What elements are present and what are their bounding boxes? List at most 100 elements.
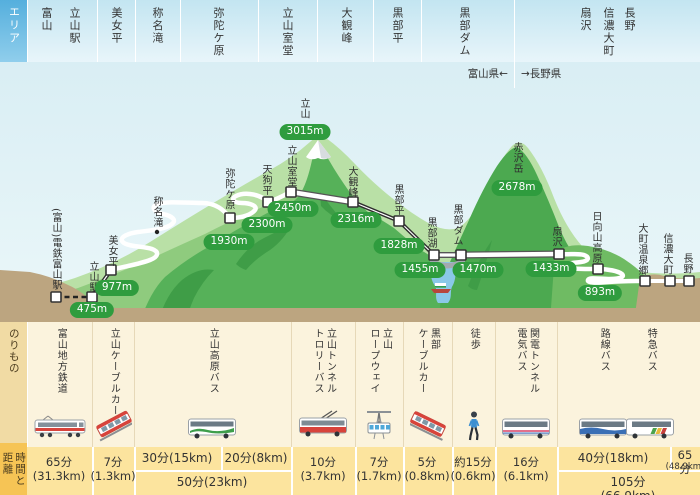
- time-cell-kurobe-cablecar: 5分 (0.8km): [404, 455, 450, 483]
- time-cell-railway: 65分 (31.3km): [32, 455, 86, 483]
- time-span-bus-total: 105分(66.9km): [601, 475, 656, 495]
- header-divider: [421, 0, 422, 62]
- prefecture-nagano-label: →長野県: [521, 68, 562, 80]
- elevation-badge: 1930m: [203, 234, 255, 250]
- time-cell-highland-bus-2: 20分(8km): [224, 451, 288, 465]
- station-marker: [428, 249, 440, 261]
- boat: [431, 283, 451, 293]
- mode-kurobe-cablecar: 黒部 ケーブルカー: [416, 328, 440, 394]
- mode-divider: [452, 322, 453, 447]
- train-icon: [34, 415, 86, 438]
- station-marker: [393, 215, 405, 227]
- mode-divider: [92, 322, 93, 447]
- snow-cap-shade: [318, 140, 331, 159]
- label-hinatayama: 日向山高原: [590, 211, 601, 264]
- header-station-kurobe-dam: 黒部ダム: [458, 7, 472, 57]
- mode-divider: [355, 322, 356, 447]
- mode-highland-bus: 立山高原バス: [207, 328, 219, 394]
- mode-toyama-railway: 富山地方鉄道: [55, 328, 67, 394]
- header-station-midagahara: 弥陀ケ原: [212, 7, 226, 57]
- label-shomyodaki: 称名滝: [151, 196, 162, 228]
- time-row-divider: [134, 470, 291, 472]
- elevation-badge: 1828m: [373, 238, 425, 254]
- express-bus-icon: [626, 418, 674, 439]
- elevation-badge: 2678m: [491, 180, 543, 196]
- vehicles-header-cell: のりもの: [0, 322, 28, 443]
- station-marker: [553, 248, 565, 260]
- station-marker: [683, 275, 695, 287]
- time-cell-trolleybus: 10分 (3.7km): [300, 455, 346, 483]
- label-kurobedaira: 黒部平: [392, 184, 403, 216]
- header-divider: [180, 0, 181, 62]
- header-divider: [373, 0, 374, 62]
- label-akasawadake: 赤沢岳: [511, 142, 522, 174]
- local-bus-icon: [579, 418, 627, 439]
- header-divider: [317, 0, 318, 62]
- elevation-badge: 1455m: [394, 262, 446, 278]
- time-divider: [452, 447, 454, 495]
- kanden-tunnel-line: [460, 250, 560, 259]
- walk-icon: [468, 411, 480, 441]
- label-midagahara: 弥陀ケ原: [223, 168, 234, 210]
- station-marker: [664, 275, 676, 287]
- kurobe-cablecar-icon: [410, 411, 446, 441]
- mode-divider: [495, 322, 496, 447]
- label-dentetsu-toyama: (富山)電鉄富山駅: [50, 208, 61, 291]
- trolleybus-icon: [299, 410, 347, 437]
- mode-local-bus: 路線バス: [598, 328, 610, 372]
- label-daikanbo: 大観峰: [346, 166, 357, 198]
- label-omachi-onsen: 大町温泉郷: [636, 223, 647, 276]
- time-distance-header-cell: 時間と 距離: [0, 443, 28, 495]
- header-station-bijodaira: 美女平: [110, 7, 124, 45]
- header-station-tateyama-sta: 立山駅: [68, 7, 82, 45]
- time-divider: [355, 447, 357, 495]
- label-ogizawa: 扇沢: [550, 226, 561, 247]
- transport-panel: のりもの 時間と 距離 富山地方鉄道 立山ケーブルカー 立山高原バス 立山トンネ…: [0, 322, 700, 495]
- elevation-badge: 893m: [577, 285, 623, 301]
- time-divider: [221, 447, 223, 470]
- time-divider: [670, 447, 672, 470]
- header-station-shomyodaki: 称名滝: [151, 7, 165, 45]
- station-marker: [50, 291, 62, 303]
- mode-kanden-electric-bus: 関電トンネル 電気バス: [515, 328, 539, 394]
- station-marker: [455, 249, 467, 261]
- header-station-toyama: 富山: [40, 7, 54, 32]
- time-cell-express-km: (48.9km): [665, 462, 700, 472]
- header-station-kurobedaira: 黒部平: [391, 7, 405, 45]
- elevation-badge: 977m: [94, 280, 140, 296]
- header-station-ogizawa: 扇沢: [579, 7, 593, 32]
- header-divider: [514, 0, 515, 62]
- elevation-badge: 3015m: [279, 124, 331, 140]
- label-tateyama-sta: 立山駅: [87, 261, 98, 293]
- time-cell-local-bus: 40分(18km): [577, 451, 649, 465]
- station-marker: [105, 264, 117, 276]
- tunnel-trolleybus-line: [290, 188, 354, 206]
- label-tengudaira: 天狗平: [260, 164, 271, 196]
- label-murodo: 立山室堂: [285, 145, 296, 187]
- header-divider: [135, 0, 136, 62]
- station-marker: [639, 275, 651, 287]
- time-distance-label: 時間と 距離: [1, 451, 27, 487]
- station-marker: [86, 291, 98, 303]
- station-markers: [50, 186, 695, 303]
- time-cell-tateyama-cablecar: 7分 (1.3km): [90, 455, 136, 483]
- header-station-nagano: 長野: [623, 7, 637, 32]
- mode-express-bus: 特急バス: [645, 328, 657, 372]
- station-marker: [224, 212, 236, 224]
- mountain-shade: [236, 224, 292, 270]
- shomyodaki-dot: [154, 229, 160, 235]
- area-label: エリア: [7, 6, 21, 45]
- mode-divider: [557, 322, 558, 447]
- highland-bus-road: [108, 189, 294, 273]
- ropeway-icon: [367, 411, 391, 440]
- time-cell-express-min: 65分: [677, 448, 693, 476]
- label-kurobe-dam: 黒部ダム: [451, 204, 462, 246]
- elevation-badge: 2450m: [267, 201, 319, 217]
- elevation-badge: 475m: [69, 302, 115, 318]
- header-station-shinano-omachi: 信濃大町: [602, 7, 616, 57]
- time-cell-ropeway: 7分 (1.7km): [356, 455, 402, 483]
- label-tateyama-peak: 立山: [298, 98, 309, 119]
- main-mountain: [140, 141, 444, 322]
- mode-divider: [134, 322, 135, 447]
